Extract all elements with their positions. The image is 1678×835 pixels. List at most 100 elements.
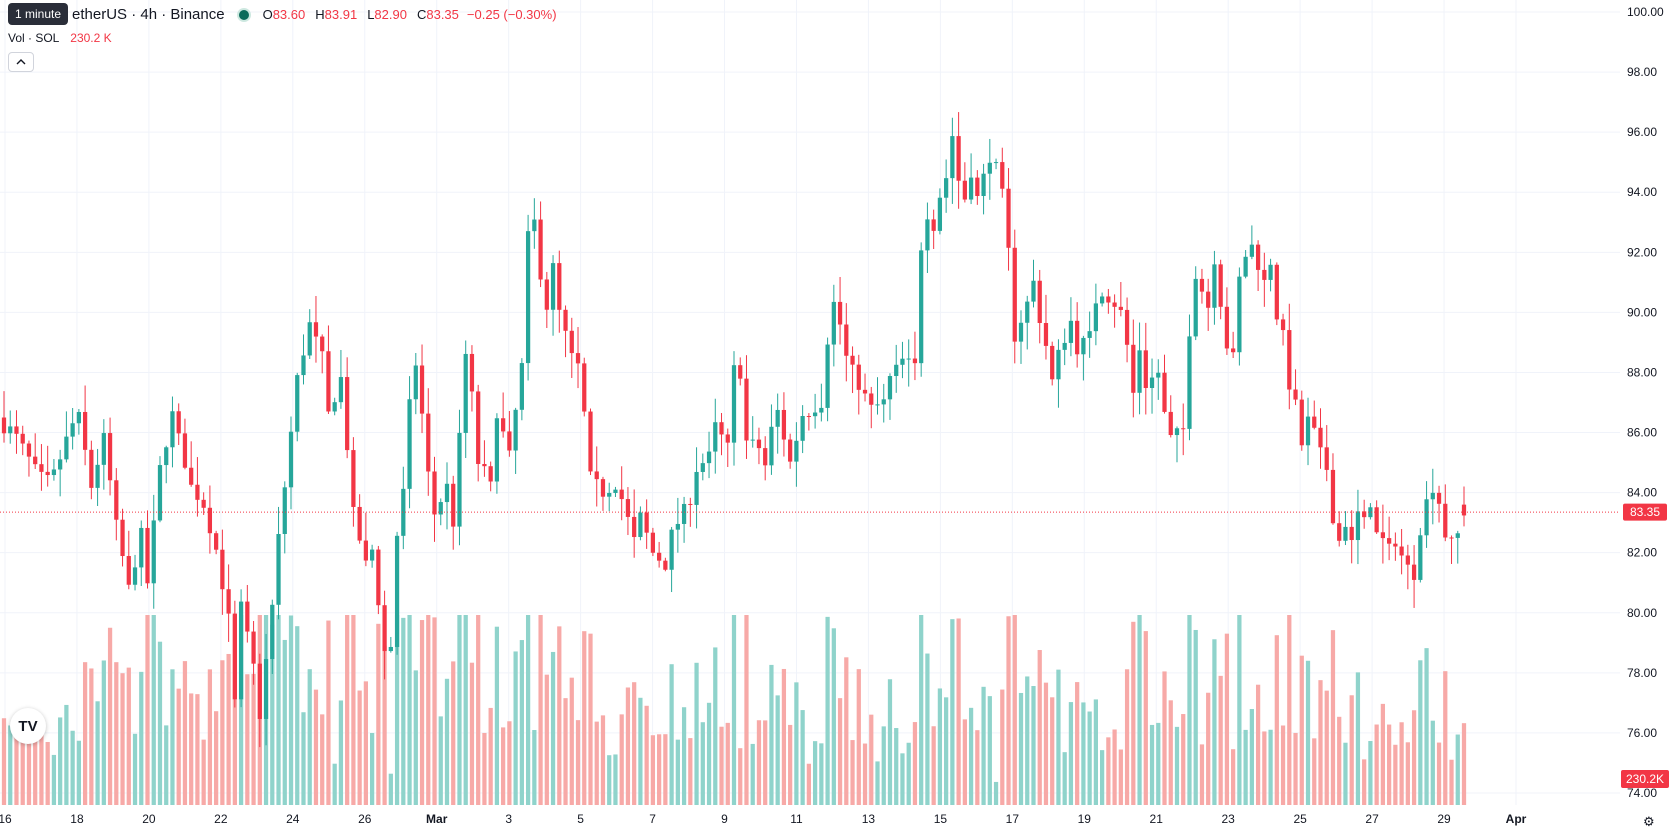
candle-body — [700, 463, 705, 472]
volume-bar — [482, 732, 487, 805]
volume-bar — [613, 754, 618, 805]
candle-body — [869, 393, 874, 405]
volume-bar — [207, 669, 213, 805]
volume-bar — [669, 664, 674, 805]
price-axis[interactable]: 100.00 98.00 96.00 94.00 92.00 90.00 88.00 86.0… — [1627, 5, 1664, 800]
candle-body — [1050, 345, 1055, 380]
volume-bar — [1012, 615, 1017, 805]
volume-bar — [1237, 615, 1242, 805]
volume-bar — [519, 640, 524, 805]
volume-tag: 230.2K — [1621, 770, 1669, 788]
volume-bar — [338, 700, 344, 805]
candle-body — [120, 519, 125, 557]
candle-body — [1274, 264, 1279, 320]
candle-body — [1149, 377, 1155, 389]
volume-bar — [1387, 724, 1392, 805]
candle-body — [594, 471, 599, 480]
candle-body — [875, 404, 880, 406]
candle-body — [675, 523, 680, 530]
price-tick-label: 90.00 — [1627, 305, 1657, 319]
candle-body — [881, 399, 886, 405]
time-tick-label: 3 — [505, 812, 512, 826]
candle-body — [301, 355, 306, 376]
price-tick-label: 86.00 — [1627, 426, 1657, 440]
volume-bar — [70, 730, 75, 805]
candle-body — [1124, 309, 1130, 345]
time-tick-label: 9 — [721, 812, 728, 826]
volume-bar — [1424, 648, 1429, 805]
gear-icon[interactable]: ⚙ — [1643, 814, 1655, 829]
volume-bar — [850, 740, 855, 805]
volume-bar — [638, 697, 643, 805]
collapse-legend-button[interactable] — [8, 52, 34, 72]
volume-bar — [681, 707, 687, 805]
volume-bar — [1068, 702, 1074, 805]
volume-bar — [594, 721, 599, 805]
candle-body — [887, 376, 893, 400]
volume-bar — [1031, 686, 1036, 805]
candle-body — [95, 464, 100, 488]
candle-body — [307, 322, 312, 356]
candle-body — [538, 219, 543, 280]
volume-bar — [1056, 669, 1061, 805]
candle-body — [1212, 264, 1217, 308]
candle-body — [1056, 349, 1061, 380]
volume-bar — [1299, 655, 1304, 805]
candle-body — [501, 418, 506, 432]
candle-body — [451, 483, 456, 527]
candle-body — [632, 516, 637, 538]
candle-body — [931, 219, 936, 231]
tradingview-logo-icon[interactable]: TV — [10, 708, 46, 744]
volume-bar — [569, 677, 574, 805]
low-value: 82.90 — [374, 7, 407, 22]
volume-bar — [357, 690, 362, 805]
candle-body — [1293, 389, 1298, 400]
volume-bar — [607, 755, 612, 805]
candle-body — [987, 162, 992, 174]
candle-body — [706, 451, 712, 464]
volume-legend[interactable]: Vol · SOL 230.2 K — [8, 31, 112, 45]
volume-bar — [1075, 682, 1080, 805]
candle-body — [975, 177, 980, 196]
candle-body — [1255, 244, 1261, 270]
candle-body — [1231, 348, 1236, 353]
volume-bar — [1143, 631, 1148, 805]
volume-bar — [1449, 759, 1454, 805]
candle-body — [775, 409, 780, 427]
volume-bar — [968, 707, 974, 805]
volume-bar — [332, 763, 337, 805]
candle-body — [288, 431, 294, 488]
time-axis[interactable]: 16 18 20 22 24 26 Mar 3 5 7 9 11 13 15 17 19 21 23 25 27 29 A… — [0, 812, 1527, 826]
close-value: 83.35 — [426, 7, 459, 22]
volume-bar — [1455, 734, 1460, 805]
volume-bar — [1461, 723, 1467, 805]
candle-body — [1380, 532, 1386, 539]
volume-bar — [1206, 692, 1211, 805]
volume-bar — [993, 781, 999, 805]
price-tick-label: 78.00 — [1627, 666, 1657, 680]
volume-bar — [226, 653, 231, 805]
symbol-title[interactable]: etherUS · 4h · Binance — [72, 6, 225, 23]
volume-bar — [1343, 742, 1348, 805]
volume-bar — [956, 618, 961, 805]
candle-body — [1387, 538, 1392, 544]
candle-body — [763, 448, 768, 466]
time-tick-label: Mar — [426, 812, 448, 826]
candle-body — [1262, 269, 1267, 280]
volume-bar — [451, 661, 456, 805]
last-price-label: 83.35 — [1630, 505, 1660, 519]
volume-bar — [1218, 675, 1223, 805]
volume-bar — [214, 711, 219, 805]
candle-body — [45, 471, 50, 476]
volume-bar — [1000, 689, 1005, 805]
price-tick-label: 76.00 — [1627, 726, 1657, 740]
market-status-icon[interactable] — [236, 7, 251, 22]
volume-bar — [394, 615, 400, 805]
candle-body — [1106, 296, 1111, 303]
volume-value-label: 230.2K — [1626, 772, 1664, 786]
volume-bar — [831, 628, 836, 805]
volume-bar — [189, 693, 194, 805]
candle-body — [1187, 336, 1192, 429]
volume-bar — [307, 669, 312, 805]
